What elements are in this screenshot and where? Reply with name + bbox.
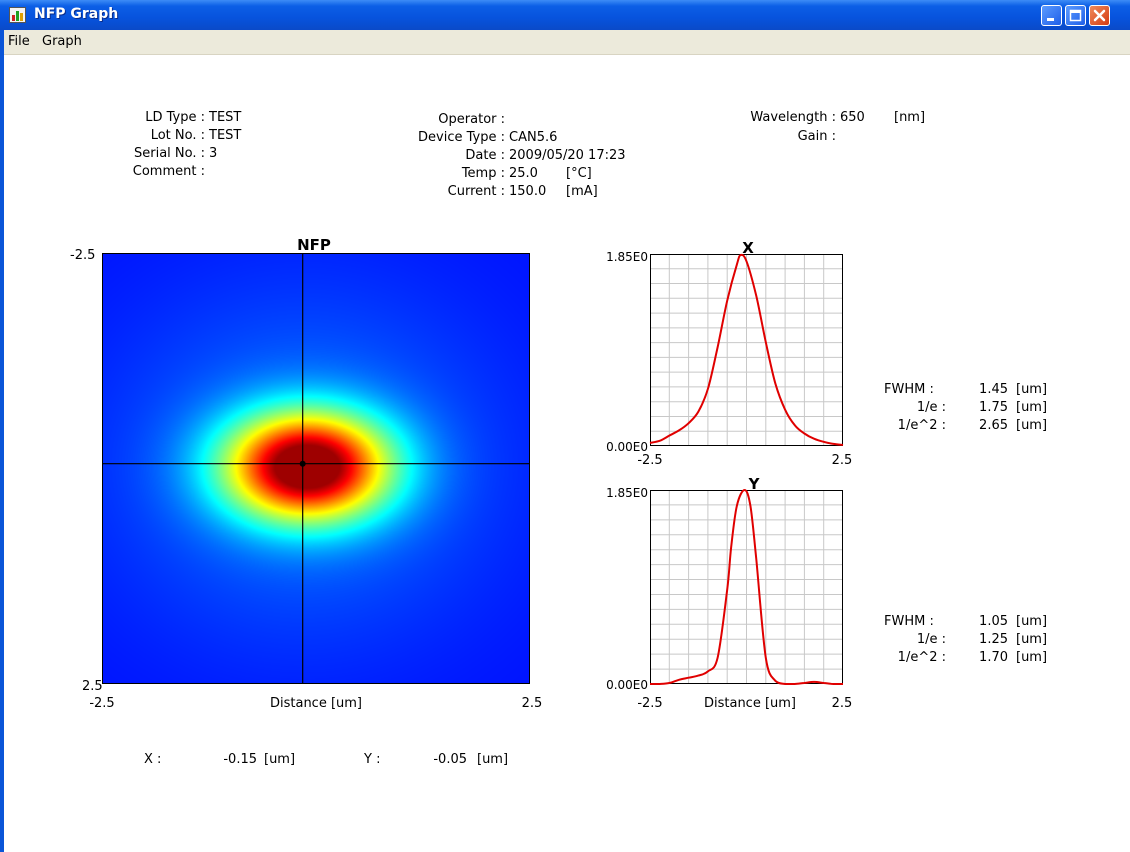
x-profile-curve <box>649 253 844 446</box>
gain-label: Gain : <box>797 129 836 144</box>
minimize-icon <box>1047 18 1054 21</box>
cursor-y-value: -0.05 <box>433 752 467 767</box>
y-1e-value: 1.25 <box>979 632 1008 647</box>
minimize-button[interactable] <box>1041 5 1062 26</box>
client-area: File Graph LD Type : TEST Lot No. : TEST… <box>4 30 1130 852</box>
lot-no-value: TEST <box>209 128 242 143</box>
ld-type-value: TEST <box>209 110 242 125</box>
wavelength-value: 650 <box>840 110 865 125</box>
cursor-x-unit: [um] <box>264 752 296 767</box>
x-profile-x-tick-right: 2.5 <box>832 453 853 468</box>
cursor-x-value: -0.15 <box>223 752 257 767</box>
cursor-x-label: X : <box>144 752 162 767</box>
graph-app-icon <box>9 7 26 23</box>
maximize-icon <box>1069 9 1082 22</box>
y-profile-x-tick-left: -2.5 <box>637 696 662 711</box>
x-fwhm-value: 1.45 <box>979 382 1008 397</box>
current-label: Current : <box>447 184 505 199</box>
nfp-heatmap[interactable] <box>102 253 529 683</box>
title-bar[interactable]: NFP Graph <box>0 0 1130 30</box>
y-profile-grid <box>650 490 843 684</box>
temp-unit: [°C] <box>566 166 592 181</box>
nfp-x-axis-label: Distance [um] <box>270 696 362 711</box>
cursor-y-unit: [um] <box>477 752 509 767</box>
x-1e2-unit: [um] <box>1016 418 1048 433</box>
y-fwhm-unit: [um] <box>1016 614 1048 629</box>
y-profile-title: Y <box>748 475 761 493</box>
y-1e2-unit: [um] <box>1016 650 1048 665</box>
x-profile-y-min: 0.00E0 <box>606 440 648 454</box>
x-1e2-label: 1/e^2 : <box>897 418 946 433</box>
x-profile-title: X <box>742 239 754 257</box>
nfp-y-tick-bottom: 2.5 <box>82 679 103 694</box>
y-1e-unit: [um] <box>1016 632 1048 647</box>
cursor-y-label: Y : <box>364 752 381 767</box>
date-label: Date : <box>465 148 505 163</box>
close-button[interactable] <box>1089 5 1110 26</box>
device-type-value: CAN5.6 <box>509 130 558 145</box>
serial-no-label: Serial No. : <box>133 146 205 161</box>
close-icon <box>1093 9 1106 22</box>
y-profile-curve <box>650 488 843 685</box>
lot-no-label: Lot No. : <box>150 128 205 143</box>
x-fwhm-unit: [um] <box>1016 382 1048 397</box>
current-unit: [mA] <box>566 184 598 199</box>
nfp-x-tick-right: 2.5 <box>522 696 543 711</box>
x-profile-chart: X 1.85E0 0.00E0 -2.5 2.5 <box>606 239 853 468</box>
x-fwhm-label: FWHM : <box>884 382 934 397</box>
ld-type-label: LD Type : <box>145 110 205 125</box>
x-profile-y-max: 1.85E0 <box>606 250 648 264</box>
nfp-y-tick-top: -2.5 <box>70 248 95 263</box>
nfp-x-tick-left: -2.5 <box>89 696 114 711</box>
x-1e2-value: 2.65 <box>979 418 1008 433</box>
device-type-label: Device Type : <box>418 130 505 145</box>
y-profile-y-min: 0.00E0 <box>606 678 648 692</box>
window-title: NFP Graph <box>34 6 119 22</box>
serial-no-value: 3 <box>209 146 218 161</box>
y-profile-chart: Y 1.85E0 0.00E0 -2.5 2.5 Distance [um] <box>606 475 853 711</box>
menu-file[interactable]: File <box>8 34 30 49</box>
y-1e2-label: 1/e^2 : <box>897 650 946 665</box>
y-fwhm-label: FWHM : <box>884 614 934 629</box>
wavelength-label: Wavelength : <box>750 110 836 125</box>
y-1e2-value: 1.70 <box>979 650 1008 665</box>
y-profile-x-tick-right: 2.5 <box>832 696 853 711</box>
temp-label: Temp : <box>461 166 505 181</box>
x-profile-grid <box>650 254 843 446</box>
date-value: 2009/05/20 17:23 <box>509 148 626 163</box>
y-fwhm-value: 1.05 <box>979 614 1008 629</box>
x-1e-value: 1.75 <box>979 400 1008 415</box>
menu-graph[interactable]: Graph <box>42 34 82 49</box>
maximize-button[interactable] <box>1065 5 1086 26</box>
operator-label: Operator : <box>438 112 505 127</box>
x-1e-unit: [um] <box>1016 400 1048 415</box>
y-profile-x-axis-label: Distance [um] <box>704 696 796 711</box>
temp-value: 25.0 <box>509 166 538 181</box>
y-profile-y-max: 1.85E0 <box>606 486 648 500</box>
menu-bar: File Graph <box>4 30 1130 55</box>
x-profile-x-tick-left: -2.5 <box>637 453 662 468</box>
nfp-title: NFP <box>297 236 331 254</box>
x-1e-label: 1/e : <box>916 400 946 415</box>
current-value: 150.0 <box>509 184 547 199</box>
y-1e-label: 1/e : <box>916 632 946 647</box>
x-profile-frame <box>650 254 843 446</box>
comment-label: Comment : <box>132 164 205 179</box>
wavelength-unit: [nm] <box>894 110 926 125</box>
